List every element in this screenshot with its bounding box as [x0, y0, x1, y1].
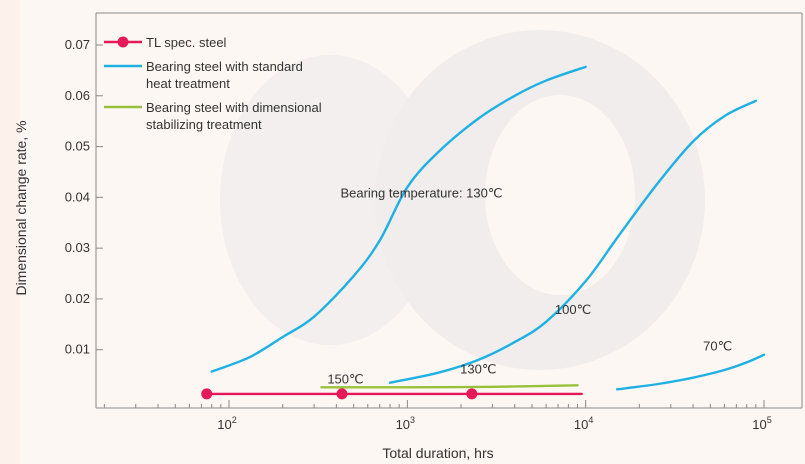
series-point	[466, 388, 478, 400]
y-tick-label: 0.05	[65, 139, 90, 154]
series-line	[615, 353, 766, 391]
x-tick-label: 105	[752, 415, 771, 432]
y-tick-label: 0.04	[65, 189, 90, 204]
legend-marker	[117, 36, 129, 48]
curve-annotation: 70℃	[703, 339, 732, 354]
y-tick-label: 0.07	[65, 37, 90, 52]
curve-annotation: Bearing temperature: 130℃	[340, 185, 502, 200]
x-tick-label: 102	[217, 415, 236, 432]
series-point	[336, 388, 348, 400]
annotations: Bearing temperature: 130℃ 100℃ 70℃ 130℃ 150℃	[327, 185, 732, 386]
legend-label: heat treatment	[146, 76, 230, 91]
curve-annotation: 130℃	[460, 362, 496, 377]
y-tick-label: 0.02	[65, 291, 90, 306]
legend: TL spec. steel Bearing steel with standar…	[104, 35, 322, 132]
y-tick-label: 0.01	[65, 342, 90, 357]
series-line	[320, 384, 579, 389]
curve-annotation: 150℃	[327, 372, 363, 387]
axes	[95, 12, 803, 409]
legend-label: stabilizing treatment	[146, 117, 262, 132]
y-axis-label: Dimensional change rate, %	[13, 120, 29, 295]
series-line	[210, 65, 587, 373]
series-point	[201, 388, 213, 400]
x-tick-label: 104	[574, 415, 593, 432]
legend-label: TL spec. steel	[146, 35, 227, 50]
y-tick-label: 0.03	[65, 240, 90, 255]
curve-annotation: 100℃	[555, 302, 591, 317]
y-tick-label: 0.06	[65, 88, 90, 103]
series-line	[388, 99, 758, 384]
left-margin-tint	[0, 0, 20, 464]
series	[201, 65, 766, 400]
x-tick-label: 103	[396, 415, 415, 432]
x-axis-label: Total duration, hrs	[382, 445, 493, 461]
ticks: 0.01 0.02 0.03 0.04 0.05 0.06 0.07 102 103 104 105	[65, 37, 772, 432]
legend-label: Bearing steel with standard	[146, 59, 303, 74]
legend-label: Bearing steel with dimensional	[146, 100, 322, 115]
background-bearing-illustration	[220, 30, 705, 370]
